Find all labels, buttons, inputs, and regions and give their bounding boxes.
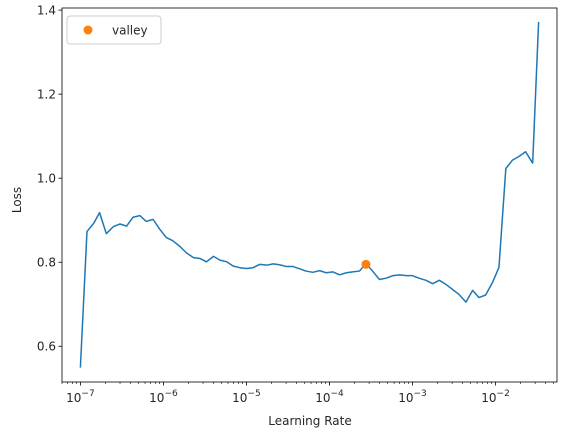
x-tick-label: 10−2 [481, 389, 510, 405]
axes-frame [61, 7, 558, 383]
x-tick-label: 10−6 [149, 389, 178, 405]
legend: valley [66, 15, 162, 45]
y-tick-label: 1.4 [37, 3, 56, 17]
axes-border [61, 7, 558, 383]
y-axis-ticks: 0.6 0.8 1.0 1.2 1.4 [37, 3, 62, 354]
x-axis-ticks: 10−7 10−6 10−5 10−4 10−3 10−2 [61, 382, 554, 405]
x-axis-label: Learning Rate [268, 414, 351, 428]
x-tick-label: 10−3 [398, 389, 427, 405]
legend-label-valley: valley [112, 24, 148, 38]
series-line-0 [79, 21, 540, 368]
legend-box [66, 15, 162, 45]
y-axis-label: Loss [10, 187, 24, 213]
y-tick-label: 0.8 [37, 256, 56, 270]
plot-area [79, 21, 540, 368]
marker-valley [361, 259, 371, 269]
x-tick-label: 10−5 [232, 389, 261, 405]
x-tick-label: 10−4 [315, 389, 344, 405]
x-tick-label: 10−7 [66, 389, 95, 405]
legend-marker-valley [83, 25, 93, 35]
y-tick-label: 0.6 [37, 340, 56, 354]
y-tick-label: 1.0 [37, 171, 56, 185]
y-tick-label: 1.2 [37, 87, 56, 101]
